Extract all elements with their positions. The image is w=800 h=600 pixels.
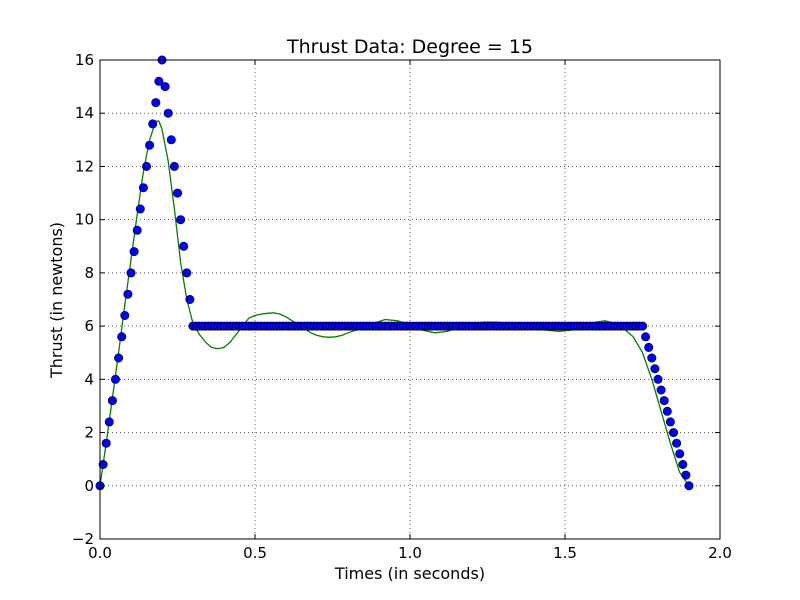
data-point <box>107 396 117 406</box>
data-point <box>142 161 152 171</box>
plot-area <box>100 60 720 539</box>
data-point <box>173 188 183 198</box>
data-point <box>163 108 173 118</box>
data-point <box>681 470 691 480</box>
data-point <box>111 374 121 384</box>
y-tick-label: 6 <box>84 317 94 335</box>
data-point <box>123 289 133 299</box>
data-point <box>662 406 672 416</box>
x-tick-label: 1.0 <box>398 544 422 562</box>
x-tick-label: 0.0 <box>88 544 112 562</box>
chart-title: Thrust Data: Degree = 15 <box>286 36 533 58</box>
data-point <box>98 459 108 469</box>
y-tick-label: 10 <box>75 211 94 229</box>
data-point <box>101 438 111 448</box>
data-point <box>644 342 654 352</box>
ticks: 0.0 0.5 1.0 1.5 2.0 −2 0 2 4 6 8 10 12 14 16 <box>72 51 732 562</box>
data-point <box>114 353 124 363</box>
data-point <box>160 82 170 92</box>
y-tick-label: 0 <box>84 477 94 495</box>
data-point <box>151 98 161 108</box>
data-point <box>169 161 179 171</box>
marker-layer <box>95 55 694 491</box>
y-tick-label: 14 <box>75 104 94 122</box>
data-point <box>650 364 660 374</box>
y-tick-label: 16 <box>75 51 94 69</box>
data-point <box>678 459 688 469</box>
y-tick-label: −2 <box>72 530 94 548</box>
data-point <box>647 353 657 363</box>
data-point <box>132 225 142 235</box>
x-tick-label: 1.5 <box>553 544 577 562</box>
data-point <box>641 332 651 342</box>
data-point <box>668 428 678 438</box>
data-point <box>637 321 647 331</box>
data-point <box>117 332 127 342</box>
data-point <box>145 140 155 150</box>
data-point <box>675 449 685 459</box>
x-tick-label: 0.5 <box>243 544 267 562</box>
data-point <box>135 204 145 214</box>
data-point <box>138 183 148 193</box>
data-point <box>656 385 666 395</box>
data-point <box>672 438 682 448</box>
data-point <box>182 268 192 278</box>
data-point <box>179 241 189 251</box>
data-point <box>120 310 130 320</box>
data-point <box>154 76 164 86</box>
data-point <box>104 417 114 427</box>
y-tick-label: 2 <box>84 424 94 442</box>
data-point <box>665 417 675 427</box>
data-point <box>129 247 139 257</box>
data-point <box>148 119 158 129</box>
data-point <box>176 215 186 225</box>
data-point <box>659 396 669 406</box>
y-tick-label: 8 <box>84 264 94 282</box>
data-point <box>166 135 176 145</box>
y-tick-label: 12 <box>75 157 94 175</box>
y-axis-label: Thrust (in newtons) <box>47 222 66 379</box>
x-tick-label: 2.0 <box>708 544 732 562</box>
y-tick-label: 4 <box>84 370 94 388</box>
x-axis-label: Times (in seconds) <box>334 564 485 583</box>
data-point <box>126 268 136 278</box>
data-point <box>684 481 694 491</box>
data-point <box>185 294 195 304</box>
data-point <box>653 374 663 384</box>
